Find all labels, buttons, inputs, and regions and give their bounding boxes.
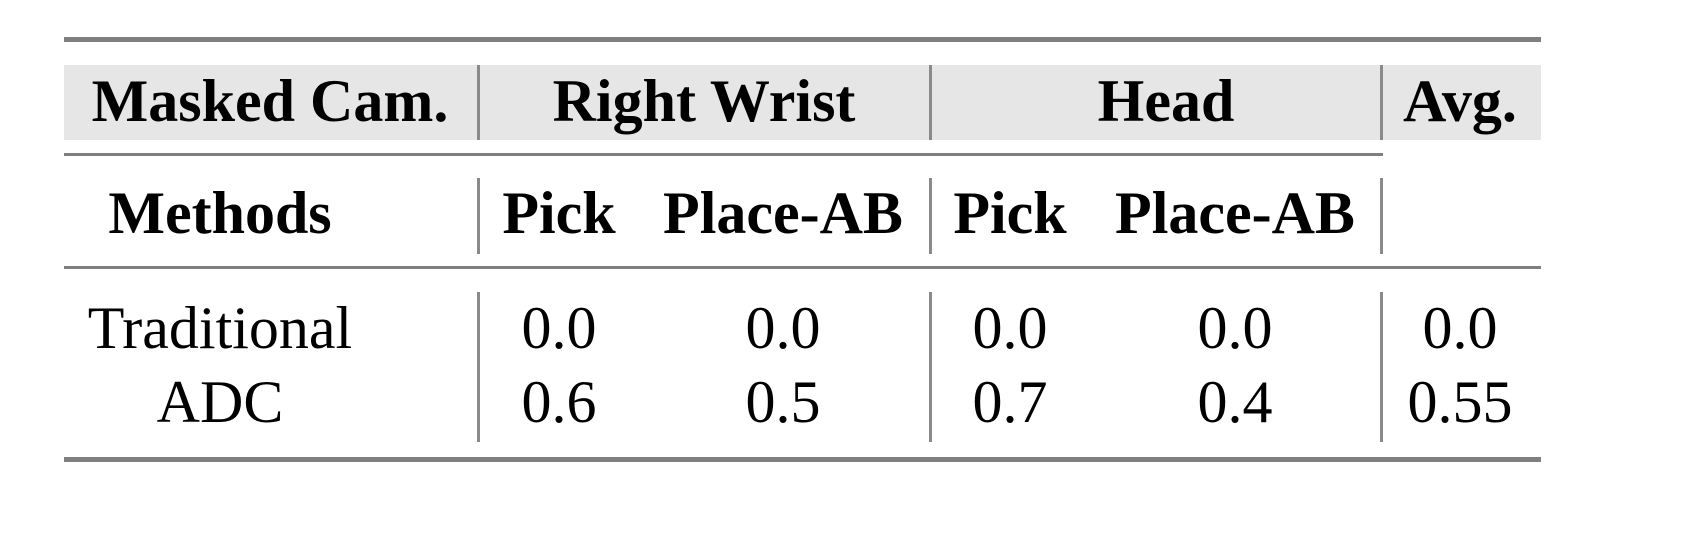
header-bottom-rule	[64, 266, 1541, 269]
column-divider	[929, 178, 932, 254]
row-method: Traditional	[87, 295, 353, 361]
row-method: ADC	[156, 369, 284, 435]
cell-h-place-ab: 0.4	[1197, 369, 1273, 435]
cell-rw-pick: 0.6	[521, 369, 597, 435]
bottom-rule	[64, 457, 1541, 462]
cell-h-pick: 0.0	[972, 295, 1048, 361]
header-methods: Methods	[108, 180, 332, 246]
header-avg: Avg.	[1403, 68, 1517, 134]
header-mid-rule	[64, 153, 1383, 156]
column-divider	[1380, 65, 1383, 140]
column-divider	[929, 292, 932, 442]
top-rule	[64, 37, 1541, 42]
column-divider	[1380, 178, 1383, 254]
header-background	[64, 65, 1541, 140]
cell-rw-place-ab: 0.5	[745, 369, 821, 435]
header-masked-cam: Masked Cam.	[91, 68, 449, 134]
header-rw-pick: Pick	[502, 180, 616, 246]
column-divider	[477, 292, 480, 442]
cell-h-place-ab: 0.0	[1197, 295, 1273, 361]
header-rw-place-ab: Place-AB	[663, 180, 903, 246]
column-divider	[929, 65, 932, 140]
header-h-pick: Pick	[953, 180, 1067, 246]
cell-rw-pick: 0.0	[521, 295, 597, 361]
cell-h-pick: 0.7	[972, 369, 1048, 435]
column-divider	[1380, 292, 1383, 442]
cell-rw-place-ab: 0.0	[745, 295, 821, 361]
cell-avg: 0.0	[1422, 295, 1498, 361]
header-head: Head	[1097, 68, 1235, 134]
column-divider	[477, 178, 480, 254]
column-divider	[477, 65, 480, 140]
header-right-wrist: Right Wrist	[552, 68, 856, 134]
header-h-place-ab: Place-AB	[1115, 180, 1355, 246]
cell-avg: 0.55	[1407, 369, 1513, 435]
